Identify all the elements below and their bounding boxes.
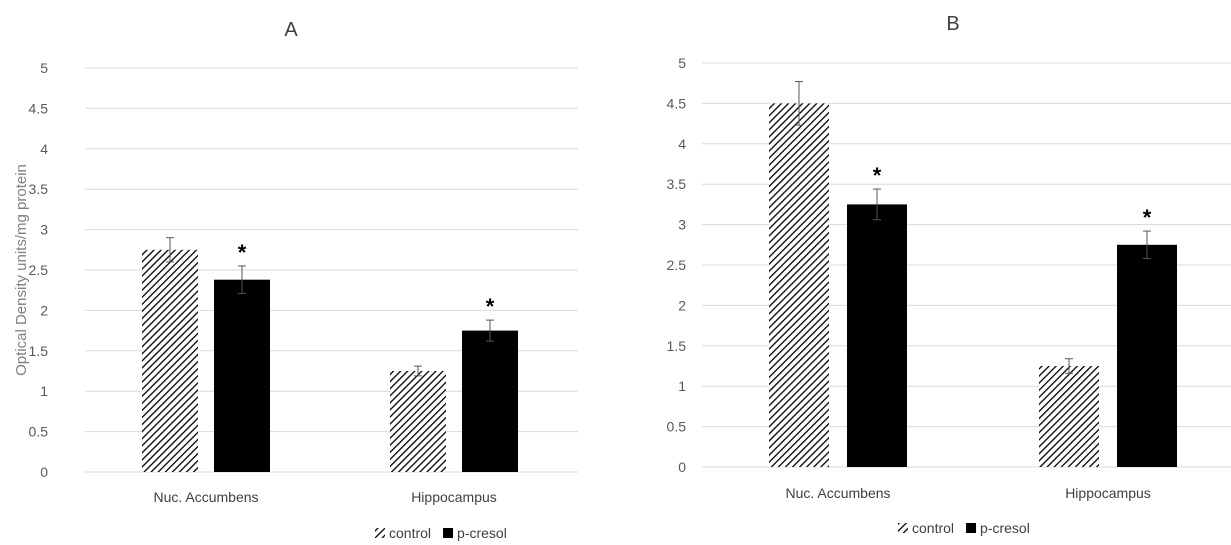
y-tick-label: 1.5: [29, 343, 49, 359]
y-tick-label: 0.5: [667, 419, 687, 435]
y-tick-label: 4: [678, 136, 686, 152]
significance-marker: *: [486, 294, 495, 319]
category-label: Nuc. Accumbens: [153, 489, 258, 505]
legend-swatch: [898, 523, 908, 533]
y-tick-label: 5: [678, 55, 686, 71]
y-tick-label: 1.5: [667, 338, 687, 354]
legend: control p-cresol: [375, 525, 507, 541]
legend-label: p-cresol: [980, 520, 1030, 536]
chart-title: A: [284, 19, 298, 41]
bar-p-cresol: [462, 330, 518, 472]
legend-swatch: [375, 528, 385, 538]
category-label: Hippocampus: [411, 489, 497, 505]
y-tick-label: 4.5: [667, 95, 687, 111]
legend-label: p-cresol: [457, 525, 507, 541]
bar-control: [769, 103, 829, 468]
chart-panel-b: 0 0.5 1 1.5 2 2.5 3 3.5 4 4.5 5 B * Nuc. Accumbens * Hi…: [667, 13, 1231, 536]
y-tick-label: 0.5: [29, 424, 49, 440]
y-axis-label: Optical Density units/mg protein: [13, 164, 30, 376]
bar-control: [1039, 366, 1099, 467]
y-tick-label: 2.5: [667, 257, 687, 273]
y-tick-label: 3.5: [29, 181, 49, 197]
y-tick-label: 5: [40, 60, 48, 76]
significance-marker: *: [873, 163, 882, 188]
y-tick-label: 2: [678, 297, 686, 313]
legend-label: control: [912, 520, 954, 536]
legend-swatch: [966, 523, 977, 533]
y-tick-label: 4.5: [29, 100, 49, 116]
bar-p-cresol: [847, 204, 907, 467]
bar-control: [390, 371, 446, 472]
y-tick-label: 4: [40, 141, 48, 157]
significance-marker: *: [238, 240, 247, 265]
legend-swatch: [443, 528, 454, 538]
legend-label: control: [389, 525, 431, 541]
y-tick-label: 3: [40, 222, 48, 238]
y-tick-label: 2: [40, 302, 48, 318]
y-tick-label: 1: [678, 378, 686, 394]
y-tick-label: 2.5: [29, 262, 49, 278]
bar-control: [142, 249, 198, 472]
y-tick-label: 3.5: [667, 176, 687, 192]
y-tick-label: 0: [678, 459, 686, 475]
y-tick-label: 0: [40, 464, 48, 480]
significance-marker: *: [1143, 205, 1152, 230]
bar-p-cresol: [214, 279, 270, 472]
bar-p-cresol: [1117, 244, 1177, 467]
y-tick-label: 3: [678, 217, 686, 233]
category-label: Hippocampus: [1065, 485, 1151, 501]
chart-panel-a: 0 0.5 1 1.5 2 2.5 3 3.5 4 4.5 5 A Optical Density un…: [13, 19, 578, 541]
chart-title: B: [946, 13, 959, 35]
category-label: Nuc. Accumbens: [785, 485, 890, 501]
y-tick-label: 1: [40, 383, 48, 399]
legend: control p-cresol: [898, 520, 1030, 536]
